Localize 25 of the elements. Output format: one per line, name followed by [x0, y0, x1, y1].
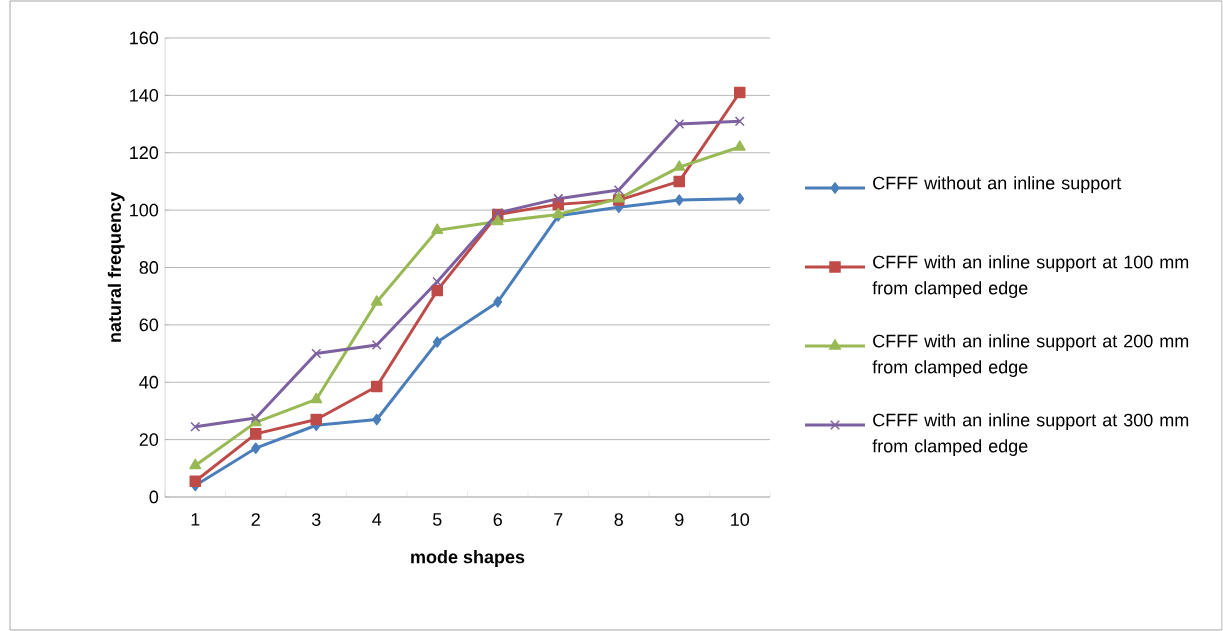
- y-axis-title: natural frequency: [107, 192, 125, 342]
- x-tick-label: 3: [311, 513, 321, 526]
- y-tick-label: 160: [130, 31, 159, 45]
- y-tick-label: 120: [130, 146, 159, 160]
- x-tick-label: 6: [493, 513, 502, 526]
- y-tick-label: 20: [139, 433, 159, 446]
- x-tick-label: 8: [614, 513, 623, 526]
- legend-label: CFFF without an inline support: [873, 176, 1122, 193]
- x-tick-label: 9: [675, 513, 684, 526]
- x-tick-label: 10: [731, 513, 750, 526]
- y-tick-label: 80: [139, 261, 159, 274]
- x-axis-title: mode shapes: [411, 550, 525, 567]
- legend-label: CFFF with an inline support at 200 mm from clamped edge: [872, 334, 1189, 377]
- y-tick-label: 140: [130, 88, 159, 102]
- x-tick-label: 1: [191, 513, 200, 526]
- x-tick-label: 7: [554, 513, 563, 526]
- x-tick-label: 5: [432, 513, 442, 526]
- y-tick-label: 0: [149, 490, 159, 504]
- y-tick-label: 60: [139, 318, 159, 332]
- x-tick-label: 4: [372, 513, 382, 526]
- y-tick-label: 100: [130, 203, 159, 217]
- x-tick-label: 2: [251, 513, 260, 526]
- y-tick-label: 40: [139, 375, 159, 389]
- legend-label: CFFF with an inline support at 100 mm from clamped edge: [872, 255, 1189, 298]
- legend-label: CFFF with an inline support at 300 mm from clamped edge: [872, 413, 1189, 456]
